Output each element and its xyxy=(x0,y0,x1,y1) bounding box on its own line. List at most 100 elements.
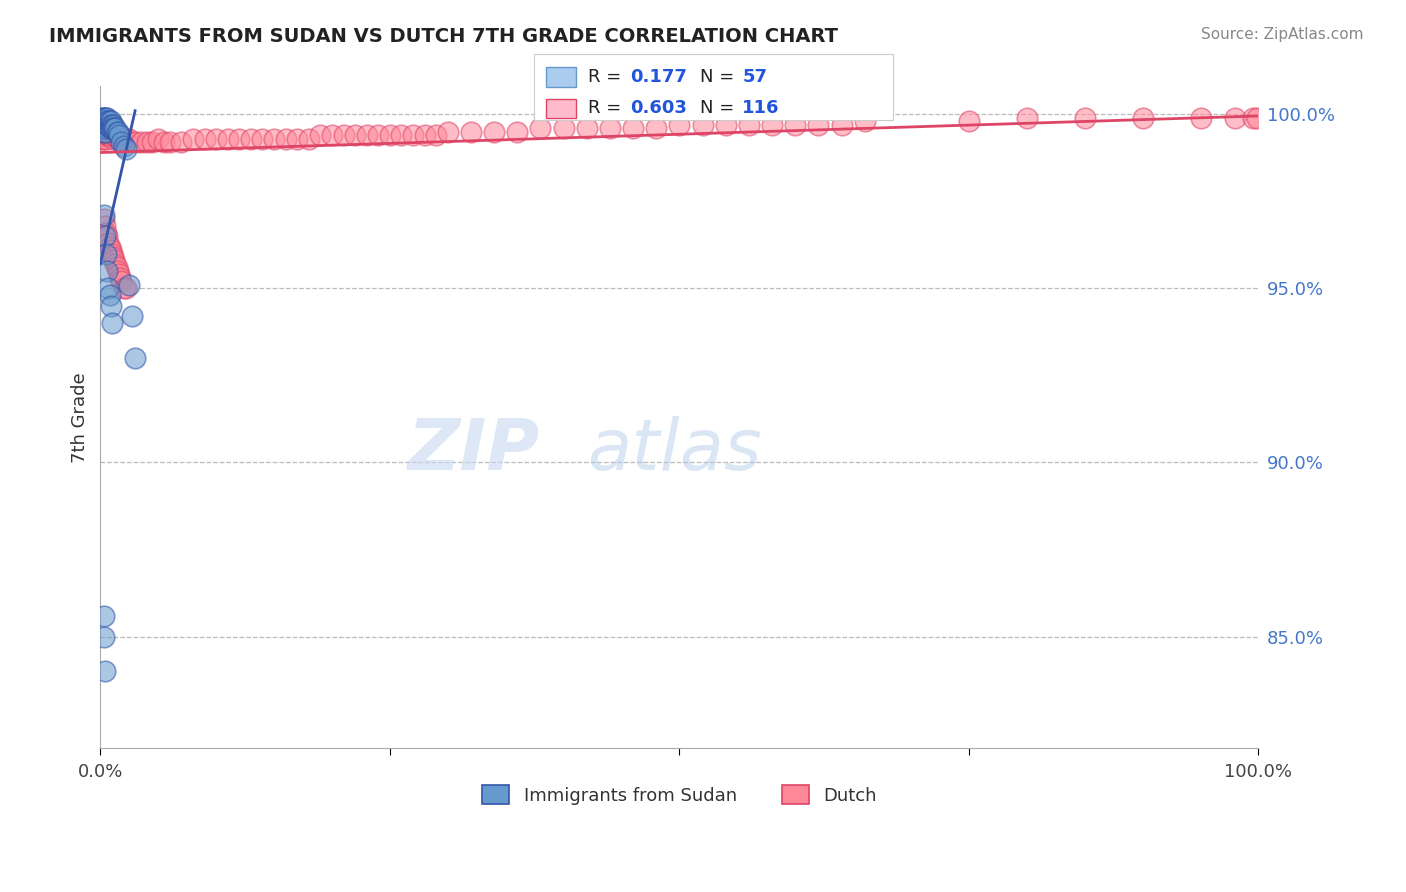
Point xyxy=(90,114,112,128)
Point xyxy=(107,128,129,142)
Point xyxy=(91,111,114,125)
Point xyxy=(94,131,117,145)
Point xyxy=(112,131,135,145)
Point xyxy=(118,277,141,292)
Point xyxy=(90,118,112,132)
Point xyxy=(93,608,115,623)
Point xyxy=(94,665,117,679)
Point xyxy=(108,128,131,142)
Point xyxy=(101,316,124,330)
Point xyxy=(97,281,120,295)
Point xyxy=(96,114,118,128)
Point xyxy=(239,131,262,145)
Point xyxy=(91,128,114,142)
Text: R =: R = xyxy=(588,99,627,118)
Point xyxy=(98,288,121,302)
Point xyxy=(98,125,121,139)
Point xyxy=(110,135,132,149)
Point xyxy=(1015,111,1038,125)
Point xyxy=(101,125,124,139)
Point xyxy=(101,246,124,260)
Point xyxy=(91,121,114,136)
Point xyxy=(97,128,120,142)
Point xyxy=(101,131,124,145)
Point xyxy=(96,118,118,132)
Text: N =: N = xyxy=(700,99,740,118)
Point xyxy=(1073,111,1095,125)
Point xyxy=(148,131,170,145)
Point xyxy=(94,128,117,142)
Point xyxy=(94,111,117,125)
Point xyxy=(90,131,112,145)
Point xyxy=(692,118,714,132)
Point xyxy=(103,253,125,268)
Point xyxy=(93,630,115,644)
Point xyxy=(94,118,117,132)
Point xyxy=(94,114,117,128)
Point xyxy=(575,121,598,136)
Point xyxy=(738,118,761,132)
Point xyxy=(94,229,117,244)
Point xyxy=(100,118,122,132)
Point xyxy=(107,125,129,139)
Point xyxy=(91,125,114,139)
Point xyxy=(425,128,447,142)
Point xyxy=(108,271,131,285)
Point xyxy=(831,118,853,132)
Point xyxy=(94,125,117,139)
Point xyxy=(135,135,157,149)
Point xyxy=(645,121,668,136)
Point xyxy=(101,118,124,132)
Point xyxy=(141,135,163,149)
Point xyxy=(153,135,176,149)
Point xyxy=(94,219,117,233)
Point xyxy=(94,246,117,260)
Point xyxy=(100,243,122,257)
Point xyxy=(103,121,125,136)
Text: atlas: atlas xyxy=(586,416,762,484)
Point xyxy=(96,264,118,278)
Point xyxy=(91,114,114,128)
Point xyxy=(285,131,308,145)
Point xyxy=(105,125,128,139)
Point xyxy=(97,118,120,132)
Point xyxy=(101,128,124,142)
Point xyxy=(114,142,136,156)
Point xyxy=(105,260,128,275)
Text: 57: 57 xyxy=(742,68,768,86)
Point xyxy=(356,128,378,142)
Point xyxy=(957,114,980,128)
Point xyxy=(107,264,129,278)
Point xyxy=(228,131,250,145)
Point xyxy=(761,118,783,132)
Point xyxy=(194,131,217,145)
Point xyxy=(529,121,551,136)
Point xyxy=(108,131,131,145)
Point xyxy=(100,121,122,136)
Point xyxy=(98,239,121,253)
Point xyxy=(114,131,136,145)
Point xyxy=(94,121,117,136)
Text: 116: 116 xyxy=(742,99,780,118)
Point xyxy=(413,128,436,142)
Point xyxy=(118,131,141,145)
Point xyxy=(101,121,124,136)
Point xyxy=(378,128,401,142)
Point xyxy=(436,125,458,139)
Point xyxy=(90,111,112,125)
Point xyxy=(98,128,121,142)
Point xyxy=(110,131,132,145)
Point xyxy=(100,128,122,142)
Point xyxy=(321,128,343,142)
Point xyxy=(94,118,117,132)
Point xyxy=(263,131,285,145)
Point xyxy=(129,135,152,149)
Point xyxy=(94,121,117,136)
Point xyxy=(104,121,127,136)
Point xyxy=(100,299,122,313)
Point xyxy=(97,236,120,251)
Point xyxy=(124,351,146,365)
Legend: Immigrants from Sudan, Dutch: Immigrants from Sudan, Dutch xyxy=(475,778,884,812)
Point xyxy=(714,118,737,132)
Point xyxy=(103,128,125,142)
